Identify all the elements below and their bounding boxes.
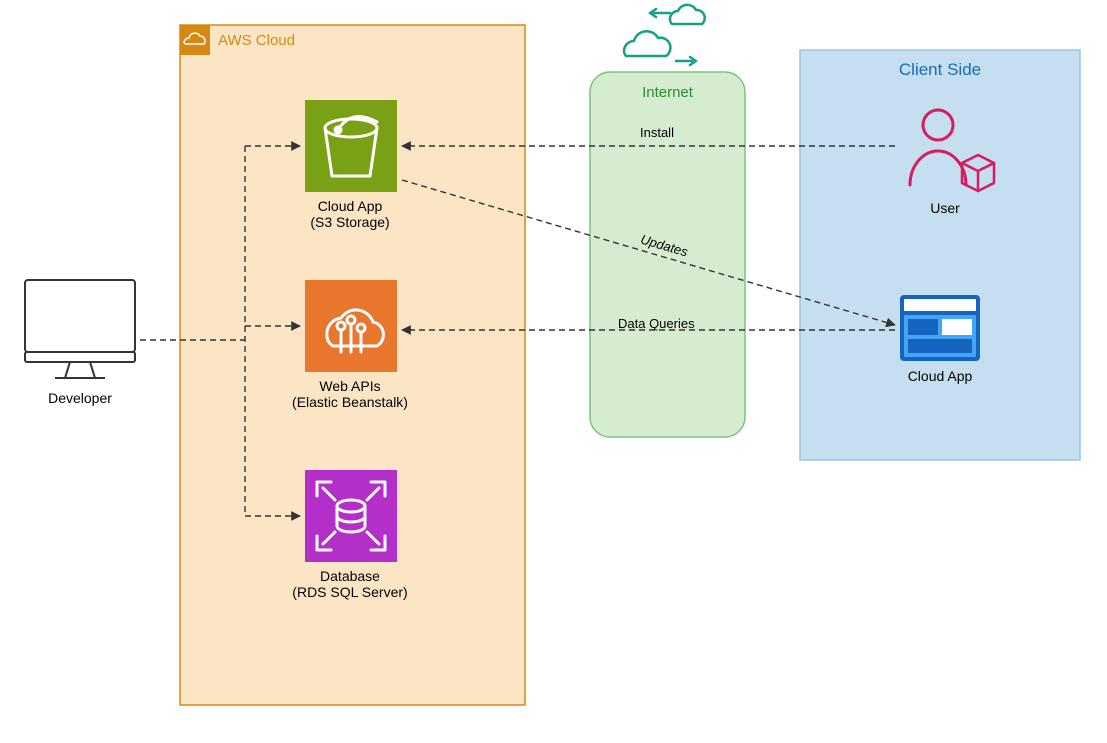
developer-icon bbox=[25, 280, 135, 378]
user-label: User bbox=[880, 200, 1010, 216]
s3-label: Cloud App (S3 Storage) bbox=[250, 198, 450, 230]
edge-label-install: Install bbox=[640, 125, 674, 140]
edge-label-data-queries: Data Queries bbox=[618, 316, 695, 331]
rds-icon bbox=[305, 470, 397, 562]
internet-icon bbox=[624, 5, 705, 65]
client-title: Client Side bbox=[899, 60, 981, 79]
beanstalk-icon bbox=[305, 280, 397, 372]
aws-title: AWS Cloud bbox=[218, 32, 295, 49]
cloud-app-label: Cloud App bbox=[880, 368, 1000, 384]
beanstalk-label: Web APIs (Elastic Beanstalk) bbox=[250, 378, 450, 410]
rds-label: Database (RDS SQL Server) bbox=[250, 568, 450, 600]
s3-icon bbox=[305, 100, 397, 192]
cloud-app-icon bbox=[900, 295, 980, 361]
internet-title: Internet bbox=[642, 84, 694, 101]
developer-label: Developer bbox=[20, 390, 140, 406]
